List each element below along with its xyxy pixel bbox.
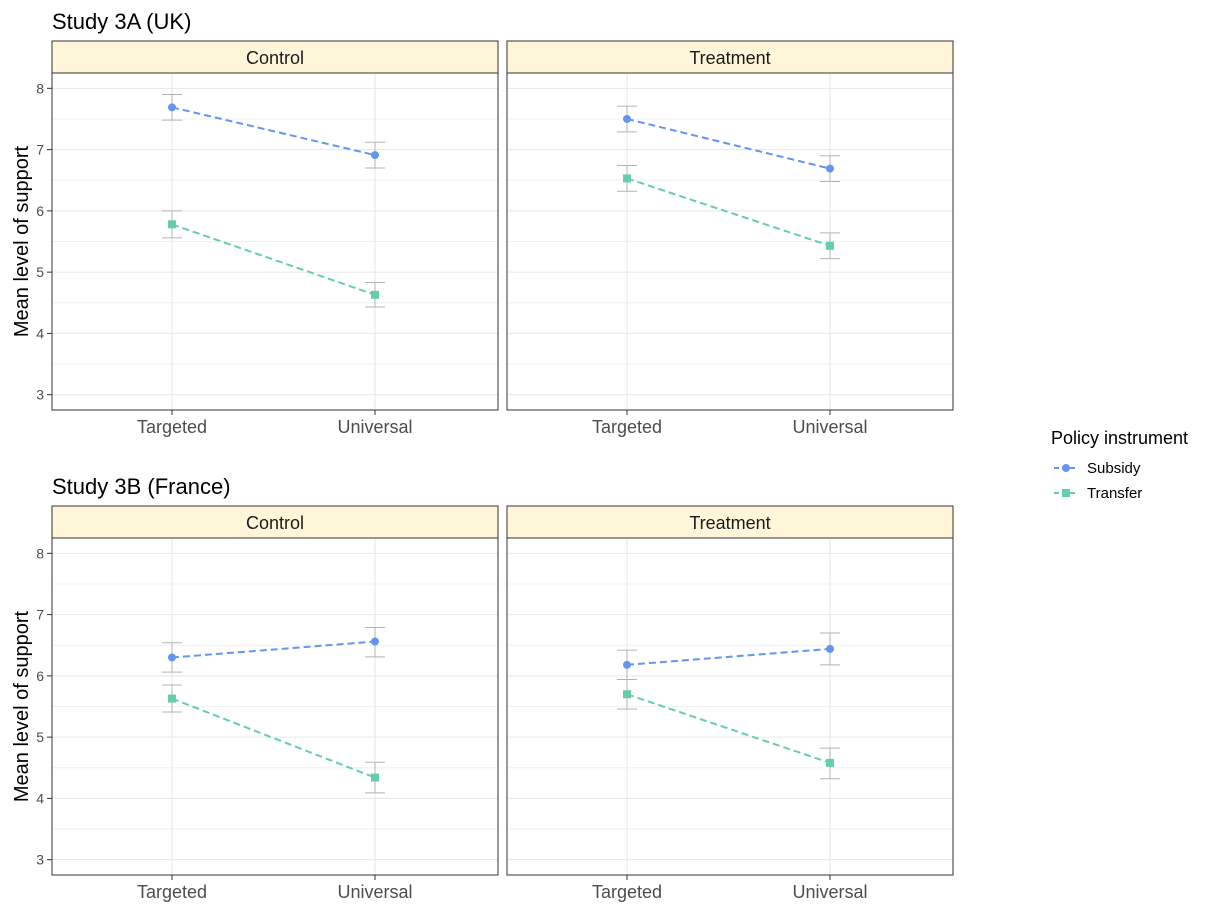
data-point-subsidy — [371, 151, 379, 160]
data-point-transfer — [371, 773, 379, 782]
study-title: Study 3A (UK) — [52, 9, 191, 34]
x-tick-label: Targeted — [137, 882, 207, 902]
data-point-transfer — [623, 174, 631, 183]
panel-control: Control Targeted Universal — [51, 40, 499, 437]
facet-strip — [506, 40, 954, 74]
series-line-transfer — [171, 697, 376, 779]
facet-label: Treatment — [689, 48, 770, 68]
data-point-subsidy — [168, 653, 176, 662]
x-tick-label: Universal — [337, 417, 412, 437]
x-tick-label: Universal — [792, 882, 867, 902]
series-line-transfer — [626, 693, 831, 764]
legend-key-point — [1062, 464, 1070, 472]
facet-label: Control — [246, 513, 304, 533]
panel-treatment: Treatment Targeted Universal — [506, 40, 954, 437]
data-point-transfer — [168, 220, 176, 229]
facet-strip — [506, 505, 954, 539]
data-point-subsidy — [371, 637, 379, 646]
y-tick-label: 4 — [36, 790, 44, 806]
series-line-subsidy — [171, 640, 376, 659]
data-point-subsidy — [826, 644, 834, 653]
data-point-transfer — [826, 241, 834, 250]
facet-label: Treatment — [689, 513, 770, 533]
legend-title: Policy instrument — [1051, 428, 1188, 448]
panel-treatment: Treatment Targeted Universal — [506, 505, 954, 902]
y-tick-label: 3 — [36, 852, 44, 868]
y-tick-label: 5 — [36, 264, 44, 280]
study-title: Study 3B (France) — [52, 474, 231, 499]
y-tick-label: 5 — [36, 729, 44, 745]
series-line-subsidy — [626, 117, 831, 170]
legend-key-point — [1062, 489, 1070, 497]
x-tick-label: Universal — [337, 882, 412, 902]
legend-item: Transfer — [1054, 485, 1142, 502]
legend-label: Subsidy — [1087, 460, 1141, 477]
series-line-transfer — [626, 177, 831, 247]
y-tick-label: 8 — [36, 80, 44, 96]
y-tick-label: 8 — [36, 545, 44, 561]
y-tick-label: 7 — [36, 142, 44, 158]
panel-border — [51, 72, 499, 411]
y-tick-label: 3 — [36, 387, 44, 403]
y-tick-label: 6 — [36, 203, 44, 219]
data-point-transfer — [623, 690, 631, 699]
data-point-transfer — [826, 758, 834, 767]
legend-item: Subsidy — [1054, 460, 1141, 477]
y-tick-label: 4 — [36, 325, 44, 341]
legend-label: Transfer — [1087, 485, 1142, 502]
legend: Policy instrument Subsidy Transfer — [1051, 428, 1188, 502]
y-tick-label: 6 — [36, 668, 44, 684]
series-line-subsidy — [171, 106, 376, 157]
data-point-subsidy — [168, 103, 176, 112]
x-tick-label: Targeted — [137, 417, 207, 437]
x-tick-label: Targeted — [592, 882, 662, 902]
data-point-transfer — [168, 694, 176, 703]
y-tick-label: 7 — [36, 607, 44, 623]
panel-border — [51, 537, 499, 876]
x-tick-label: Targeted — [592, 417, 662, 437]
x-tick-label: Universal — [792, 417, 867, 437]
facet-label: Control — [246, 48, 304, 68]
data-point-subsidy — [623, 114, 631, 123]
data-point-subsidy — [826, 164, 834, 173]
panel-border — [506, 537, 954, 876]
data-point-transfer — [371, 290, 379, 299]
panel-border — [506, 72, 954, 411]
data-point-subsidy — [623, 660, 631, 669]
series-line-subsidy — [626, 647, 831, 666]
series-line-transfer — [171, 223, 376, 296]
y-axis-label: Mean level of support — [11, 145, 33, 337]
panel-control: Control Targeted Universal — [51, 505, 499, 902]
facet-strip — [51, 505, 499, 539]
y-axis-label: Mean level of support — [11, 610, 33, 802]
